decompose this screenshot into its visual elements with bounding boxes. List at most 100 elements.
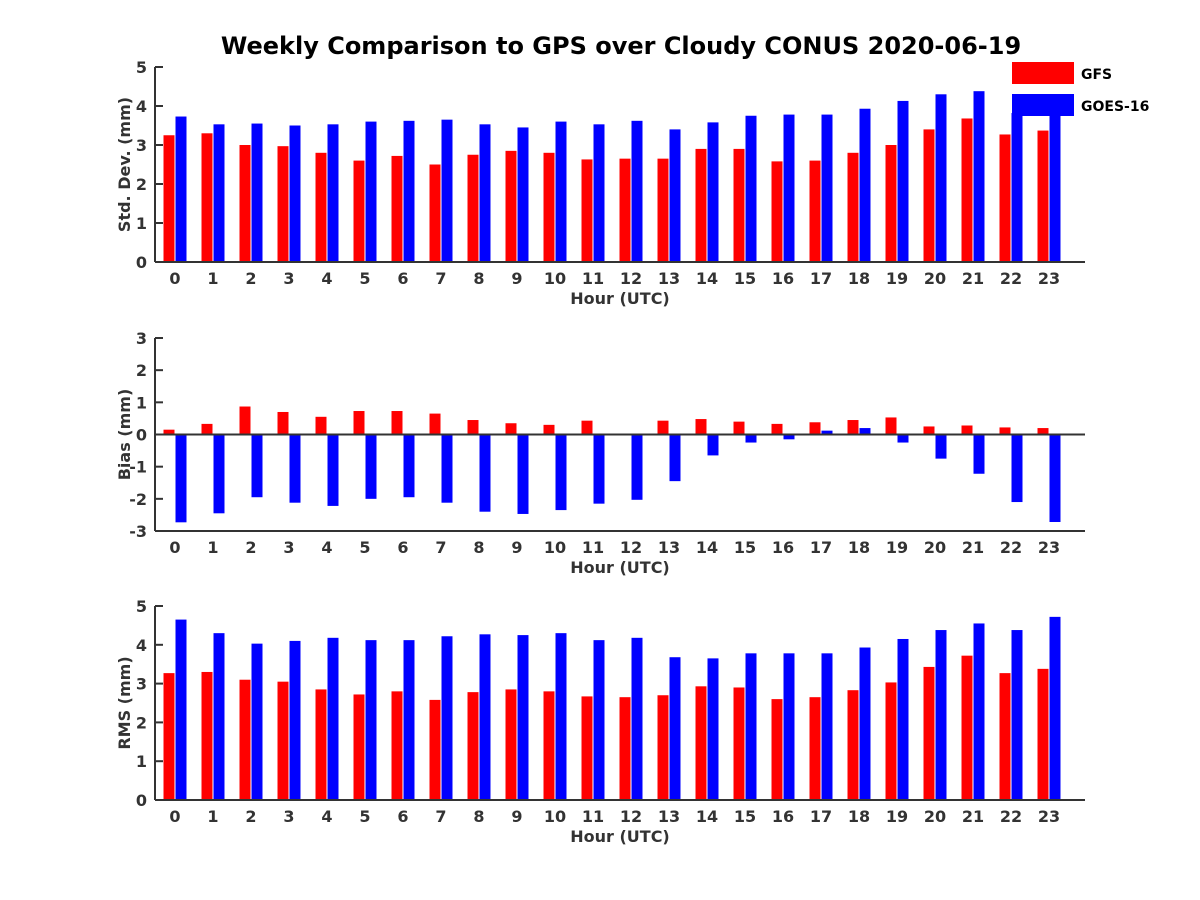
bar-gfs	[695, 419, 707, 435]
y-tick-label: 1	[136, 214, 147, 233]
y-axis-label: RMS (mm)	[115, 656, 134, 749]
x-tick-label: 13	[658, 807, 680, 826]
bar-gfs	[201, 671, 213, 800]
bar-goes-16	[821, 430, 833, 435]
x-tick-label: 23	[1038, 807, 1060, 826]
x-tick-label: 18	[848, 538, 870, 557]
bar-goes-16	[251, 643, 263, 800]
x-tick-label: 13	[658, 269, 680, 288]
x-tick-label: 17	[810, 538, 832, 557]
bar-goes-16	[707, 434, 719, 456]
x-tick-label: 7	[435, 807, 446, 826]
x-tick-label: 16	[772, 269, 794, 288]
bar-gfs	[391, 155, 403, 262]
bar-gfs	[1037, 130, 1049, 262]
y-tick-label: 5	[136, 58, 147, 77]
bar-gfs	[885, 417, 897, 435]
bar-gfs	[657, 695, 669, 800]
bar-goes-16	[175, 434, 187, 523]
bar-gfs	[657, 158, 669, 262]
bar-goes-16	[745, 653, 757, 800]
bar-gfs	[847, 152, 859, 262]
bar-goes-16	[1011, 113, 1023, 263]
bar-goes-16	[479, 434, 491, 512]
bar-gfs	[163, 673, 175, 800]
bar-goes-16	[1011, 434, 1023, 503]
bar-goes-16	[365, 121, 377, 262]
bar-gfs	[277, 146, 289, 262]
bar-goes-16	[669, 129, 681, 262]
x-tick-label: 4	[321, 269, 332, 288]
bar-goes-16	[289, 640, 301, 800]
x-tick-label: 23	[1038, 269, 1060, 288]
bar-gfs	[733, 687, 745, 800]
x-axis-label: Hour (UTC)	[570, 289, 670, 308]
bar-gfs	[239, 406, 251, 435]
bar-goes-16	[479, 634, 491, 800]
x-tick-label: 5	[359, 269, 370, 288]
bar-goes-16	[403, 120, 415, 262]
x-tick-label: 5	[359, 807, 370, 826]
bar-goes-16	[859, 647, 871, 800]
bar-gfs	[695, 686, 707, 800]
x-tick-label: 14	[696, 538, 718, 557]
bar-goes-16	[441, 434, 453, 503]
y-tick-label: 2	[136, 175, 147, 194]
y-tick-label: 1	[136, 752, 147, 771]
x-tick-label: 7	[435, 538, 446, 557]
y-tick-label: 3	[136, 136, 147, 155]
bar-gfs	[467, 420, 479, 435]
bar-gfs	[923, 129, 935, 262]
bar-gfs	[809, 160, 821, 262]
bar-gfs	[999, 134, 1011, 262]
bar-gfs	[771, 423, 783, 435]
bar-gfs	[353, 694, 365, 800]
x-tick-label: 2	[245, 807, 256, 826]
x-tick-label: 22	[1000, 269, 1022, 288]
legend-label-gfs: GFS	[1081, 67, 1112, 83]
x-tick-label: 2	[245, 538, 256, 557]
bar-gfs	[429, 164, 441, 262]
bar-goes-16	[745, 115, 757, 262]
x-tick-label: 12	[620, 538, 642, 557]
y-tick-label: 2	[136, 361, 147, 380]
bar-gfs	[923, 666, 935, 800]
x-tick-label: 6	[397, 269, 408, 288]
x-tick-label: 23	[1038, 538, 1060, 557]
x-tick-label: 3	[283, 269, 294, 288]
bar-gfs	[1037, 428, 1049, 435]
bar-goes-16	[821, 114, 833, 262]
legend-label-goes-16: GOES-16	[1081, 99, 1149, 115]
bar-goes-16	[593, 640, 605, 800]
bar-goes-16	[517, 635, 529, 800]
y-axis-label: Std. Dev. (mm)	[115, 97, 134, 232]
bar-goes-16	[897, 638, 909, 800]
bar-gfs	[163, 135, 175, 262]
bar-gfs	[885, 145, 897, 262]
x-tick-label: 22	[1000, 538, 1022, 557]
x-tick-label: 16	[772, 807, 794, 826]
legend: GFS GOES-16	[1012, 62, 1149, 116]
bar-goes-16	[783, 653, 795, 800]
bar-goes-16	[897, 100, 909, 263]
x-tick-label: 10	[544, 807, 566, 826]
x-tick-label: 15	[734, 807, 756, 826]
bar-gfs	[581, 696, 593, 800]
bar-gfs	[809, 422, 821, 435]
bar-goes-16	[631, 637, 643, 800]
bar-goes-16	[783, 114, 795, 262]
bar-gfs	[695, 148, 707, 262]
x-tick-label: 21	[962, 538, 984, 557]
bar-goes-16	[251, 434, 263, 498]
legend-swatch-goes-16	[1012, 94, 1074, 116]
x-tick-label: 11	[582, 269, 604, 288]
y-tick-label: 1	[136, 393, 147, 412]
bar-gfs	[201, 423, 213, 435]
bar-gfs	[239, 679, 251, 800]
x-tick-label: 18	[848, 807, 870, 826]
bar-goes-16	[327, 124, 339, 262]
